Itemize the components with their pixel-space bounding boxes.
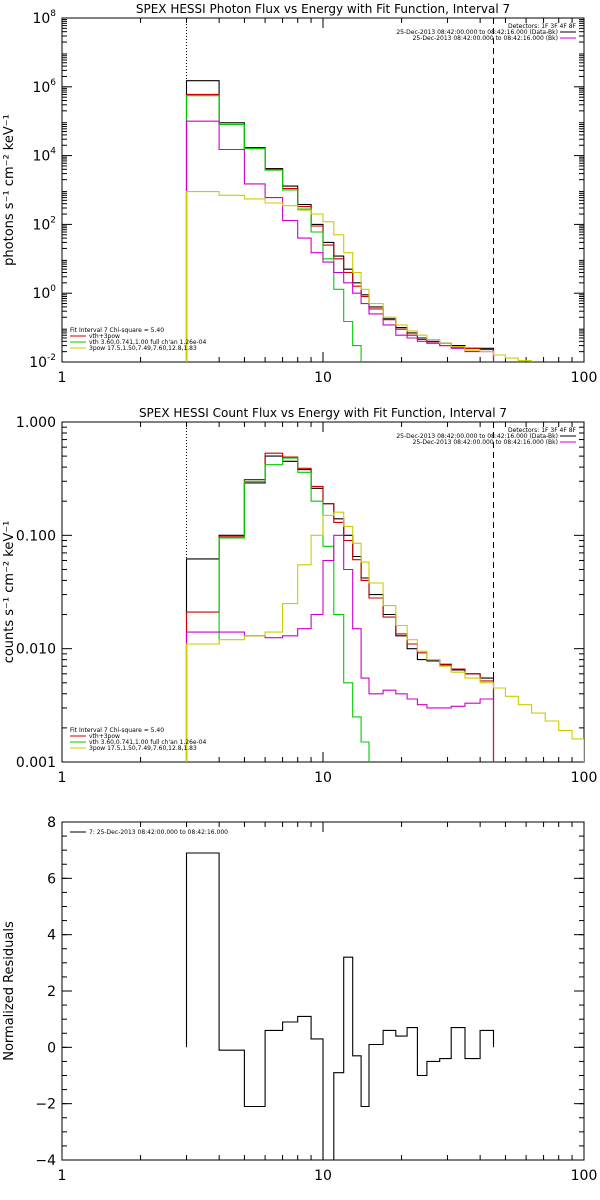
chart-title: SPEX HESSI Photon Flux vs Energy with Fi… [136,2,510,16]
y-tick-label: 8 [47,815,56,831]
y-tick-label: 100 [32,284,56,302]
x-tick-label: 1 [58,1168,67,1184]
x-tick-label: 100 [571,1168,598,1184]
series-line [185,511,584,762]
series-line [185,534,495,762]
y-tick-label: 0.001 [16,755,56,771]
y-tick-base: 0.100 [16,528,56,544]
y-tick-base: 0.001 [16,755,56,771]
y-tick-exponent: 2 [50,215,56,225]
legend-header: Detectors: 1F 3F 4F 8F [508,23,577,30]
y-tick-label: 0.010 [16,642,56,658]
y-tick-label: 0 [47,1040,56,1056]
y-tick-label: 108 [32,9,56,27]
legend-entry-text: vth+3pow [89,733,120,740]
series-line [185,852,495,1160]
y-tick-base: 1.000 [16,415,56,431]
legend-entry-text: 3pow 17.5,1.50,7.49,7.60,12.8,1.83 [89,745,197,752]
legend-entry-text: 25-Dec-2013 08:42:00.000 to 08:42:16.000… [413,439,558,446]
y-tick-exponent: 4 [50,147,56,157]
y-tick-exponent: 8 [50,9,56,19]
legend-entry-text: 25-Dec-2013 08:42:00.000 to 08:42:16.000… [396,433,558,440]
y-tick-base: −4 [35,1153,56,1169]
legend-header: Fit Interval 7 Chi-square = 5.40 [70,727,164,734]
y-axis-label: counts s⁻¹ cm⁻² keV⁻¹ [2,521,17,664]
x-tick-label: 10 [314,1168,332,1184]
x-tick-label: 10 [314,770,332,786]
legend-entry-text: vth 3.60,0.741,1.00 full ch'an 1.26e-04 [89,339,207,346]
y-tick-base: 6 [47,871,56,887]
y-axis-label: photons s⁻¹ cm⁻² keV⁻¹ [2,114,17,266]
y-tick-label: 1.000 [16,415,56,431]
legend-bottom: Fit Interval 7 Chi-square = 5.40vth+3pow… [70,727,207,752]
legend-entry-text: 3pow 17.5,1.50,7.49,7.60,12.8,1.83 [89,345,197,352]
plot-frame [61,17,585,363]
y-tick-base: −2 [35,1097,56,1113]
legend-entry-text: 25-Dec-2013 08:42:00.000 to 08:42:16.000… [413,35,558,42]
y-tick-base: 10 [32,286,50,302]
y-tick-exponent: 6 [50,78,56,88]
x-tick-label: 100 [571,370,598,386]
legend-entry-text: 7: 25-Dec-2013 08:42:00.000 to 08:42:16.… [89,829,228,836]
chart-title: SPEX HESSI Count Flux vs Energy with Fit… [139,406,507,420]
series-line [185,80,495,362]
y-tick-label: 10-2 [29,353,56,371]
series-line [185,95,362,362]
series-line [185,455,495,762]
data-series [185,852,495,1160]
photon-flux-chart: SPEX HESSI Photon Flux vs Energy with Fi… [2,2,597,386]
legend-entry-text: 25-Dec-2013 08:42:00.000 to 08:42:16.000… [396,29,558,36]
y-tick-base: 2 [47,984,56,1000]
y-tick-base: 10 [32,80,50,96]
y-tick-exponent: 0 [50,284,56,294]
y-tick-base: 0 [47,1040,56,1056]
legend-bottom: Fit Interval 7 Chi-square = 5.40vth+3pow… [70,327,207,352]
legend-header: Fit Interval 7 Chi-square = 5.40 [70,327,164,334]
y-tick-base: 10 [32,11,50,27]
x-tick-label: 1 [58,770,67,786]
y-tick-label: 2 [47,984,56,1000]
y-tick-base: 4 [47,928,56,944]
legend-top: 7: 25-Dec-2013 08:42:00.000 to 08:42:16.… [70,829,228,836]
series-line [185,457,370,762]
series-line [185,93,495,362]
y-tick-base: 10 [32,149,50,165]
y-tick-label: −4 [35,1153,56,1169]
y-tick-exponent: -2 [47,353,56,363]
data-series [185,452,584,762]
y-axis-label: Normalized Residuals [2,921,17,1061]
legend-entry-text: vth 3.60,0.741,1.00 full ch'an 1.26e-04 [89,739,207,746]
y-tick-base: 10 [32,217,50,233]
x-tick-label: 10 [314,370,332,386]
series-line [185,120,495,362]
legend-header: Detectors: 1F 3F 4F 8F [508,427,577,434]
y-tick-label: 6 [47,871,56,887]
data-series [185,80,533,362]
y-tick-label: −2 [35,1097,56,1113]
series-line [185,191,533,362]
y-tick-base: 10 [29,355,47,371]
y-tick-label: 102 [32,215,56,233]
y-tick-base: 0.010 [16,642,56,658]
y-tick-base: 8 [47,815,56,831]
y-tick-label: 0.100 [16,528,56,544]
count-flux-chart: SPEX HESSI Count Flux vs Energy with Fit… [2,406,597,786]
legend-entry-text: vth+3pow [89,333,120,340]
x-tick-label: 100 [571,770,598,786]
residuals-chart: Normalized Residuals 1 10 100 −4 −2 0 2 4 6 8 7: 25… [2,815,597,1184]
x-tick-label: 1 [58,370,67,386]
y-tick-label: 106 [32,78,56,96]
y-tick-label: 104 [32,147,56,165]
y-tick-label: 4 [47,928,56,944]
series-line [185,452,495,762]
